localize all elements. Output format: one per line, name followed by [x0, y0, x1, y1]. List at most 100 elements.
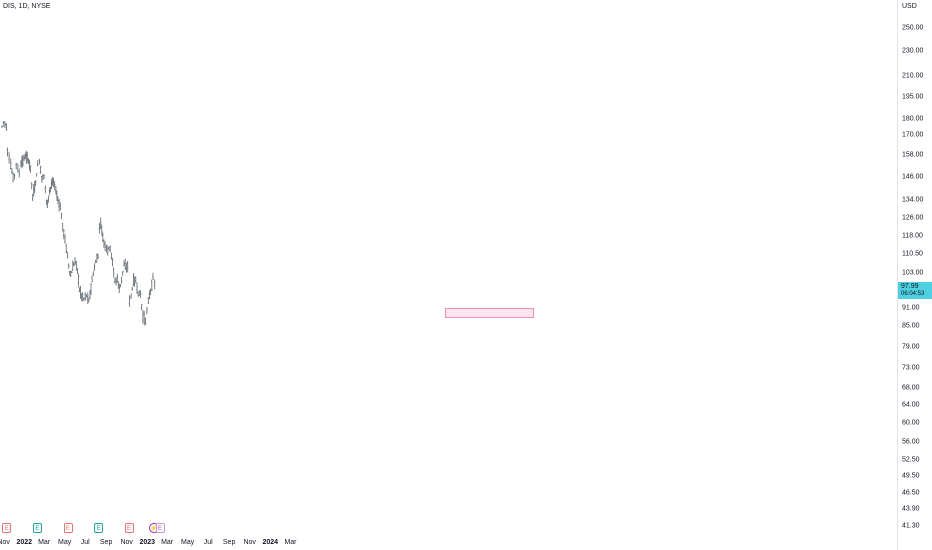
price-tick-label: 195.00 [902, 93, 924, 101]
ohlc-bar [6, 147, 9, 157]
price-tick-label: 64.00 [902, 401, 920, 409]
price-plot[interactable] [0, 0, 897, 550]
ohlc-bar [74, 257, 76, 265]
ohlc-bar [5, 123, 8, 131]
ohlc-bar [45, 199, 48, 206]
ohlc-bar [30, 182, 33, 190]
ohlc-bar [83, 297, 85, 301]
ohlc-bar [88, 297, 90, 303]
price-tick-label: 146.00 [902, 173, 924, 181]
ohlc-bar [123, 260, 125, 267]
earnings-event-icon[interactable]: E [32, 523, 42, 533]
ohlc-bar [33, 181, 36, 194]
earnings-event-icon[interactable]: E [124, 523, 134, 533]
time-tick-label: Jul [80, 539, 90, 546]
ohlc-bar [75, 260, 78, 271]
ohlc-bar [67, 263, 70, 269]
ohlc-bar [11, 168, 13, 174]
time-tick-label: Jul [203, 539, 213, 546]
ohlc-bar [22, 154, 24, 167]
ohlc-bar [84, 292, 86, 301]
ohlc-bar [92, 271, 95, 276]
ohlc-bar [116, 273, 119, 283]
time-tick-label: Nov [243, 539, 256, 546]
ohlc-bar [135, 276, 137, 284]
ohlc-bar [63, 229, 65, 240]
ohlc-bar [119, 284, 122, 288]
time-tick-label: Sep [99, 539, 113, 546]
ohlc-bar [68, 271, 71, 276]
ohlc-bar [76, 268, 79, 275]
target-zone-rectangle[interactable] [445, 308, 534, 318]
ohlc-bar [35, 173, 38, 177]
ohlc-bar [136, 282, 138, 294]
earnings-event-icon[interactable]: E [94, 523, 104, 533]
price-tick-label: 60.00 [902, 419, 920, 427]
time-tick-label: Mar [161, 539, 174, 546]
earnings-event-icon[interactable]: E [155, 523, 165, 533]
ohlc-bar [48, 187, 51, 196]
ohlc-bar [114, 277, 116, 284]
ohlc-bar [89, 290, 91, 299]
ohlc-bar [32, 184, 35, 197]
ohlc-bar [124, 258, 126, 270]
price-tick-label: 110.50 [902, 250, 923, 258]
ohlc-bar [149, 288, 152, 296]
time-tick-label: Sep [222, 539, 236, 546]
ohlc-bar [10, 158, 12, 170]
ohlc-bar [64, 234, 66, 244]
ohlc-bar [13, 173, 16, 180]
ohlc-bar [101, 224, 103, 236]
price-tick-label: 134.00 [902, 196, 924, 204]
last-price-tag: 97.99 06:04:53 [898, 282, 932, 299]
price-tick-label: 230.00 [902, 47, 924, 55]
ohlc-bar [44, 185, 47, 194]
price-tick-label: 41.30 [902, 522, 920, 530]
price-tick-label: 210.00 [902, 72, 924, 80]
ohlc-bar [73, 262, 75, 267]
ohlc-bar [140, 303, 143, 311]
ohlc-bar [99, 217, 102, 230]
ohlc-bar [120, 276, 123, 284]
ohlc-bar [87, 292, 89, 304]
ohlc-bar [85, 294, 88, 298]
ohlc-bar [148, 290, 151, 300]
earnings-event-icon[interactable]: E [2, 523, 12, 533]
ohlc-bar [110, 252, 113, 260]
time-tick-label: 2023 [139, 539, 156, 546]
time-tick-label: 2024 [262, 539, 279, 546]
ohlc-bar [143, 310, 145, 326]
ohlc-bar [43, 174, 45, 179]
ohlc-bar [4, 121, 6, 129]
ohlc-bar [91, 275, 93, 283]
ohlc-bar [49, 186, 52, 193]
ohlc-bar [38, 158, 41, 165]
ohlc-bar [111, 257, 114, 267]
ohlc-bar [128, 295, 131, 307]
ohlc-bar [147, 297, 150, 304]
time-tick-label: Nov [0, 539, 10, 546]
price-scale[interactable]: USD 250.00 230.00 210.00 195.00 180.00 170.00… [897, 0, 932, 550]
ohlc-bar [23, 154, 25, 162]
price-tick-label: 85.00 [902, 322, 920, 330]
ohlc-bar [2, 121, 5, 127]
ohlc-bar [18, 168, 20, 178]
time-tick-label: May [58, 539, 72, 546]
price-tick-label: 79.00 [902, 343, 920, 351]
ohlc-bar [131, 286, 134, 291]
ohlc-bar [133, 276, 136, 287]
ohlc-bar [58, 198, 60, 212]
price-tick-label: 180.00 [902, 115, 924, 123]
ohlc-bar [146, 306, 148, 315]
time-tick-label: Nov [120, 539, 133, 546]
ohlc-bar [69, 271, 72, 277]
ohlc-bar [25, 150, 28, 164]
ohlc-bar [105, 244, 108, 253]
price-tick-label: 68.00 [902, 384, 920, 392]
ohlc-bar [41, 175, 43, 183]
earnings-event-icon[interactable]: E [63, 523, 73, 533]
ohlc-bar [59, 202, 62, 211]
ohlc-bar [15, 163, 17, 170]
ohlc-bar [98, 222, 101, 234]
